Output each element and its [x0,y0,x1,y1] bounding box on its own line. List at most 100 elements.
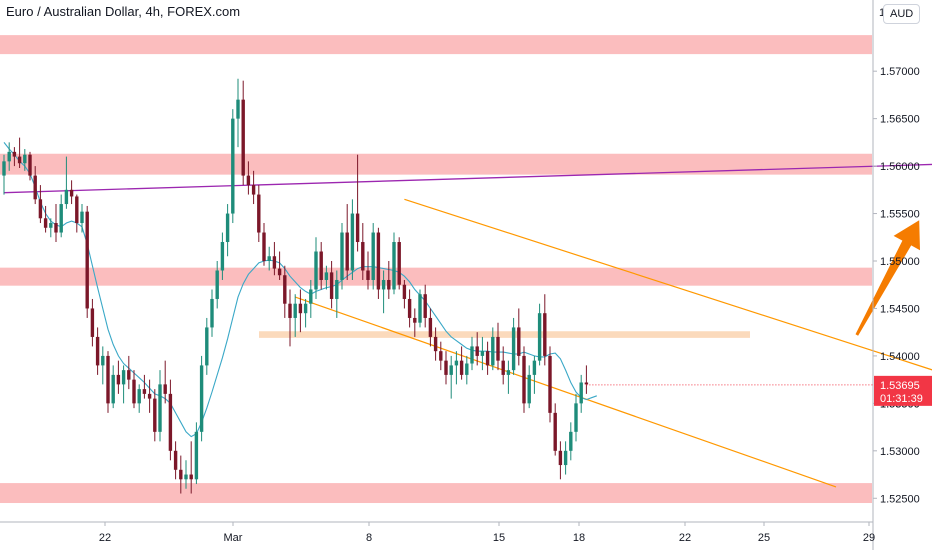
candle [558,450,563,466]
price-tick-label: 1.53000 [880,446,920,458]
candle [350,213,355,271]
candle [54,223,58,233]
candle [428,317,433,337]
candle [563,450,568,466]
price-tick-label: 1.57000 [880,66,920,78]
candle [522,355,526,404]
sr-zone-2[interactable] [0,267,872,286]
time-tick-label: 22 [99,532,111,544]
candle [199,365,204,432]
candle [116,374,121,385]
candle [142,389,147,394]
candle [553,412,557,451]
channel-upper-line[interactable] [404,198,932,382]
sr-zone-1[interactable] [0,153,872,175]
candle [335,279,339,299]
resistance-zone-orange[interactable] [259,331,750,338]
candle [189,474,193,480]
candle [85,211,89,309]
candle [246,175,251,186]
time-tick-label: 18 [573,532,585,544]
candle [262,232,266,261]
candle [225,213,230,243]
candle [111,374,115,404]
candle [38,199,43,219]
price-tick-label: 1.54500 [880,303,920,315]
candle [17,156,22,164]
candle [527,374,531,404]
candle [485,351,490,366]
candle [309,289,313,304]
candle [574,403,578,432]
sr-zone-4[interactable] [0,483,872,504]
time-tick-label: 15 [493,532,505,544]
time-tick-label: 29 [863,532,875,544]
up-arrow-icon [855,220,920,336]
candle [340,232,344,280]
candle [64,189,69,205]
price-tick-label: 1.52500 [880,493,920,505]
candle [491,336,495,366]
candle [33,175,37,200]
candle [413,317,417,323]
candle [272,256,277,269]
candle [532,360,537,375]
candle [184,474,188,480]
currency-button[interactable]: AUD [883,4,921,24]
candle [132,379,136,404]
candle [267,256,271,261]
candle [80,211,84,224]
candle [454,360,459,366]
candle [470,346,474,364]
price-tick-label: 1.54000 [880,351,920,363]
candle [127,370,131,380]
candle [28,154,32,176]
last-price-badge[interactable] [874,375,932,406]
candle [496,336,500,361]
candle [210,298,214,328]
candle [371,232,375,280]
candle [231,118,235,214]
candle [361,242,365,271]
candle [7,151,11,162]
candle [23,154,27,164]
candle [137,389,141,404]
channel-lower-line[interactable] [295,296,837,488]
candle [543,313,547,356]
candle [288,303,292,318]
candle [376,232,381,290]
candle [90,308,95,337]
candle [194,431,199,480]
candle [423,294,427,318]
candle [236,99,240,119]
candle [298,303,303,314]
sr-zone-0[interactable] [0,35,872,55]
candle [59,204,63,233]
candle [418,294,422,323]
candle [366,270,370,280]
candle [381,279,386,290]
time-tick-label: 8 [366,532,372,544]
candle [158,384,162,432]
purple-trendline[interactable] [3,158,932,194]
candle [75,196,79,224]
candle [324,272,329,280]
candle [480,351,485,356]
candle [579,382,583,404]
last-price-label: 1.53695 [880,380,920,392]
candle [220,242,225,271]
price-tick-label: 1.56000 [880,161,920,173]
candle [69,189,74,197]
candle [2,161,6,176]
candle [12,151,17,157]
candle [147,393,152,399]
candle [319,251,323,280]
price-tick-label: 1.56500 [880,114,920,126]
candle [277,268,282,276]
candle [205,327,209,366]
candle [163,384,167,394]
candle [345,232,349,271]
candle [355,213,360,243]
